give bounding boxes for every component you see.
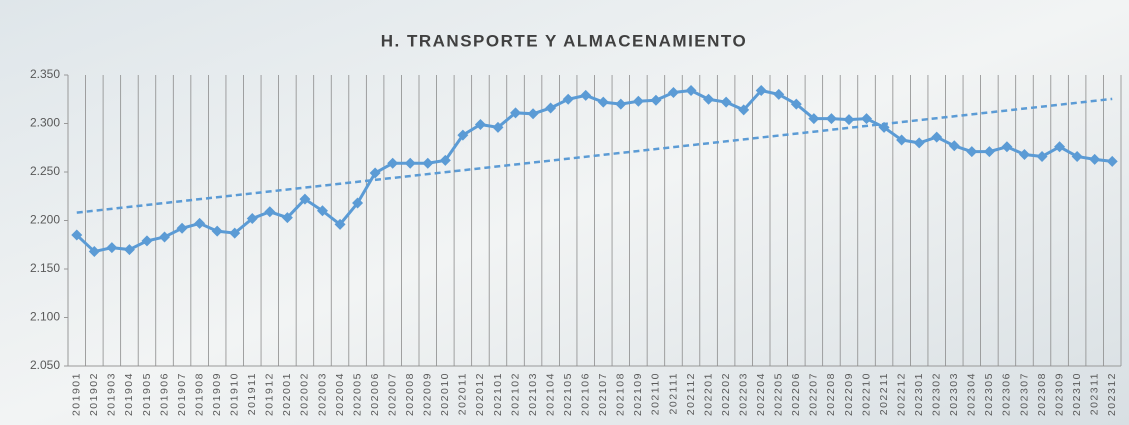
chart: H. TRANSPORTE Y ALMACENAMIENTO 2.050 2.10… <box>0 0 1129 425</box>
x-tick-label: 202204 <box>755 372 767 416</box>
x-tick-label: 202105 <box>562 372 574 416</box>
x-tick-label: 201909 <box>211 372 223 416</box>
x-tick-label: 202107 <box>597 372 609 416</box>
x-tick-label: 202307 <box>1018 372 1030 416</box>
x-tick-label: 202009 <box>422 372 434 416</box>
x-tick-label: 201901 <box>71 372 83 416</box>
y-tick-label: 2.150 <box>30 261 60 275</box>
background <box>0 0 1129 425</box>
x-tick-label: 201912 <box>264 372 276 416</box>
x-tick-label: 202008 <box>404 372 416 416</box>
y-tick-label: 2.350 <box>30 67 60 81</box>
chart-title: H. TRANSPORTE Y ALMACENAMIENTO <box>381 31 747 50</box>
x-tick-label: 202308 <box>1036 372 1048 416</box>
x-tick-label: 202305 <box>983 372 995 416</box>
x-tick-label: 202002 <box>299 372 311 416</box>
x-tick-label: 201911 <box>246 372 258 415</box>
x-tick-label: 202006 <box>369 372 381 416</box>
x-tick-label: 201908 <box>193 372 205 416</box>
x-tick-label: 201902 <box>88 372 100 416</box>
x-tick-label: 202104 <box>544 372 556 416</box>
x-tick-label: 202110 <box>650 372 662 415</box>
x-tick-label: 202003 <box>316 372 328 416</box>
x-tick-label: 202301 <box>913 372 925 416</box>
x-tick-label: 202202 <box>720 372 732 416</box>
x-tick-label: 202205 <box>773 372 785 416</box>
x-tick-label: 202103 <box>527 372 539 416</box>
x-tick-label: 202311 <box>1088 372 1100 415</box>
x-tick-label: 202309 <box>1053 372 1065 416</box>
x-tick-label: 202304 <box>966 372 978 416</box>
x-tick-label: 202111 <box>667 372 679 414</box>
x-tick-label: 202206 <box>790 372 802 416</box>
x-tick-label: 201905 <box>141 372 153 416</box>
x-tick-label: 202310 <box>1071 372 1083 416</box>
x-tick-label: 202201 <box>702 372 714 416</box>
x-tick-label: 202102 <box>509 372 521 416</box>
x-tick-label: 202109 <box>632 372 644 416</box>
x-tick-label: 202106 <box>580 372 592 416</box>
x-tick-label: 202207 <box>808 372 820 416</box>
x-tick-label: 202011 <box>457 372 469 415</box>
x-tick-label: 202306 <box>1001 372 1013 416</box>
y-tick-label: 2.100 <box>30 310 60 324</box>
x-tick-label: 202012 <box>474 372 486 416</box>
x-tick-label: 202004 <box>334 372 346 416</box>
x-tick-label: 202212 <box>895 372 907 416</box>
x-tick-label: 202208 <box>825 372 837 416</box>
x-tick-label: 202303 <box>948 372 960 416</box>
x-tick-label: 201906 <box>158 372 170 416</box>
x-tick-label: 202007 <box>386 372 398 416</box>
x-tick-label: 202312 <box>1106 372 1118 416</box>
x-tick-label: 202211 <box>878 372 890 415</box>
x-tick-label: 202203 <box>737 372 749 416</box>
x-tick-label: 202302 <box>931 372 943 416</box>
x-tick-label: 202101 <box>492 372 504 416</box>
x-tick-label: 202108 <box>615 372 627 416</box>
x-tick-label: 201903 <box>106 372 118 416</box>
y-tick-label: 2.200 <box>30 213 60 227</box>
x-tick-label: 202112 <box>685 372 697 415</box>
y-tick-label: 2.250 <box>30 164 60 178</box>
x-tick-label: 202001 <box>281 372 293 416</box>
x-tick-label: 202005 <box>351 372 363 416</box>
x-tick-label: 202210 <box>860 372 872 416</box>
x-tick-label: 201910 <box>229 372 241 416</box>
y-tick-label: 2.050 <box>30 358 60 372</box>
y-tick-label: 2.300 <box>30 116 60 130</box>
x-tick-label: 201904 <box>123 372 135 416</box>
x-tick-label: 202010 <box>439 372 451 416</box>
x-tick-label: 201907 <box>176 372 188 416</box>
x-tick-label: 202209 <box>843 372 855 416</box>
